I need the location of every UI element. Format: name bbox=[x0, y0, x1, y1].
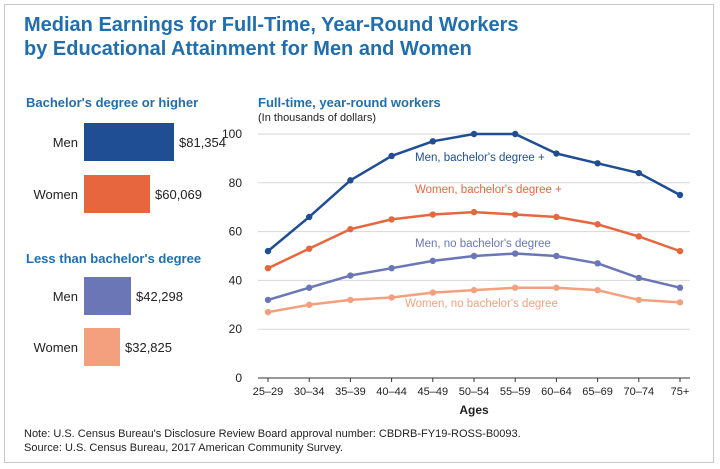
data-point bbox=[429, 211, 436, 218]
data-point bbox=[306, 213, 313, 221]
data-point bbox=[676, 284, 684, 291]
bar-men-no-bachelors bbox=[84, 277, 131, 315]
line-chart-subtitle: (In thousands of dollars) bbox=[258, 112, 377, 124]
chart-title-line-2: by Educational Attainment for Men and Wo… bbox=[24, 38, 472, 60]
x-tick-label: 70–74 bbox=[624, 386, 655, 398]
y-tick-label: 60 bbox=[229, 225, 243, 239]
data-point bbox=[512, 211, 519, 218]
data-point bbox=[470, 208, 478, 216]
line-chart-title: Full-time, year-round workers bbox=[258, 95, 441, 110]
data-point bbox=[264, 265, 272, 272]
series-label: Women, no bachelor's degree bbox=[405, 298, 558, 310]
y-tick-label: 40 bbox=[229, 273, 243, 287]
data-point bbox=[553, 213, 560, 221]
bar-label: Men bbox=[52, 289, 78, 304]
data-point bbox=[676, 191, 684, 199]
chart-title: Median Earnings for Full-Time, Year-Roun… bbox=[24, 13, 624, 61]
data-point bbox=[347, 225, 354, 233]
bar-row-men-no-bachelors: Men $42,298 bbox=[26, 277, 226, 317]
data-point bbox=[553, 284, 560, 291]
data-point bbox=[470, 252, 478, 260]
source-text: Source: U.S. Census Bureau, 2017 America… bbox=[24, 442, 343, 454]
y-tick-label: 100 bbox=[222, 127, 242, 141]
bar-value-label: $42,298 bbox=[136, 289, 183, 304]
x-tick-label: 50–54 bbox=[459, 386, 490, 398]
x-tick-label: 75+ bbox=[671, 386, 690, 398]
y-tick-label: 20 bbox=[229, 322, 243, 336]
x-tick-label: 40–44 bbox=[376, 386, 407, 398]
x-tick-label: 65–69 bbox=[582, 386, 613, 398]
bar-women-bachelors bbox=[84, 175, 150, 213]
y-tick-label: 0 bbox=[235, 371, 242, 385]
data-point bbox=[306, 245, 313, 252]
data-point bbox=[347, 272, 354, 279]
bar-men-bachelors bbox=[84, 123, 174, 161]
series-label: Men, no bachelor's degree bbox=[415, 238, 551, 250]
bachelors-section-title: Bachelor's degree or higher bbox=[26, 95, 199, 110]
footnote: Note: U.S. Census Bureau's Disclosure Re… bbox=[24, 427, 521, 455]
bar-women-no-bachelors bbox=[84, 328, 120, 366]
data-point bbox=[594, 160, 601, 167]
data-point bbox=[635, 274, 642, 282]
data-point bbox=[676, 299, 684, 306]
data-point bbox=[347, 177, 354, 184]
bar-row-women-no-bachelors: Women $32,825 bbox=[26, 328, 226, 368]
x-tick-label: 60–64 bbox=[541, 386, 572, 398]
y-tick-label: 80 bbox=[229, 176, 243, 190]
data-point bbox=[594, 260, 601, 267]
no-bachelors-section-title: Less than bachelor's degree bbox=[26, 251, 202, 266]
data-point bbox=[676, 247, 684, 255]
bar-value-label: $32,825 bbox=[125, 340, 172, 355]
data-point bbox=[635, 233, 642, 240]
x-axis-label: Ages bbox=[459, 403, 489, 417]
bar-label: Women bbox=[33, 187, 78, 202]
data-point bbox=[594, 221, 601, 228]
series-label: Women, bachelor's degree + bbox=[415, 184, 562, 196]
x-tick-label: 45–49 bbox=[418, 386, 449, 398]
data-point bbox=[429, 138, 436, 145]
data-point bbox=[388, 265, 395, 272]
data-point bbox=[553, 252, 560, 260]
x-tick-label: 35–39 bbox=[335, 386, 366, 398]
bar-label: Women bbox=[33, 340, 78, 355]
data-point bbox=[635, 296, 642, 304]
x-tick-label: 55–59 bbox=[500, 386, 531, 398]
bar-row-men-bachelors: Men $81,354 bbox=[26, 123, 226, 163]
note-text: Note: U.S. Census Bureau's Disclosure Re… bbox=[24, 428, 521, 440]
data-point bbox=[512, 284, 519, 291]
bar-row-women-bachelors: Women $60,069 bbox=[26, 175, 226, 215]
data-point bbox=[388, 152, 395, 160]
data-point bbox=[594, 286, 601, 294]
chart-frame bbox=[4, 4, 714, 463]
data-point bbox=[470, 130, 478, 138]
data-point bbox=[388, 216, 395, 223]
series-label: Men, bachelor's degree + bbox=[415, 152, 545, 164]
data-point bbox=[429, 257, 436, 265]
data-point bbox=[470, 286, 478, 294]
data-point bbox=[388, 294, 395, 301]
data-point bbox=[635, 169, 642, 177]
data-point bbox=[512, 250, 519, 257]
data-point bbox=[264, 296, 272, 304]
bar-value-label: $60,069 bbox=[155, 187, 202, 202]
data-point bbox=[512, 130, 519, 138]
x-tick-label: 30–34 bbox=[294, 386, 325, 398]
data-point bbox=[264, 308, 272, 316]
data-point bbox=[264, 247, 272, 255]
data-point bbox=[306, 301, 313, 308]
bar-label: Men bbox=[52, 135, 78, 150]
chart-title-line-1: Median Earnings for Full-Time, Year-Roun… bbox=[24, 14, 519, 36]
bar-value-label: $81,354 bbox=[179, 135, 226, 150]
data-point bbox=[347, 296, 354, 304]
x-tick-label: 25–29 bbox=[253, 386, 284, 398]
data-point bbox=[429, 289, 436, 296]
data-point bbox=[553, 150, 560, 157]
data-point bbox=[306, 284, 313, 291]
